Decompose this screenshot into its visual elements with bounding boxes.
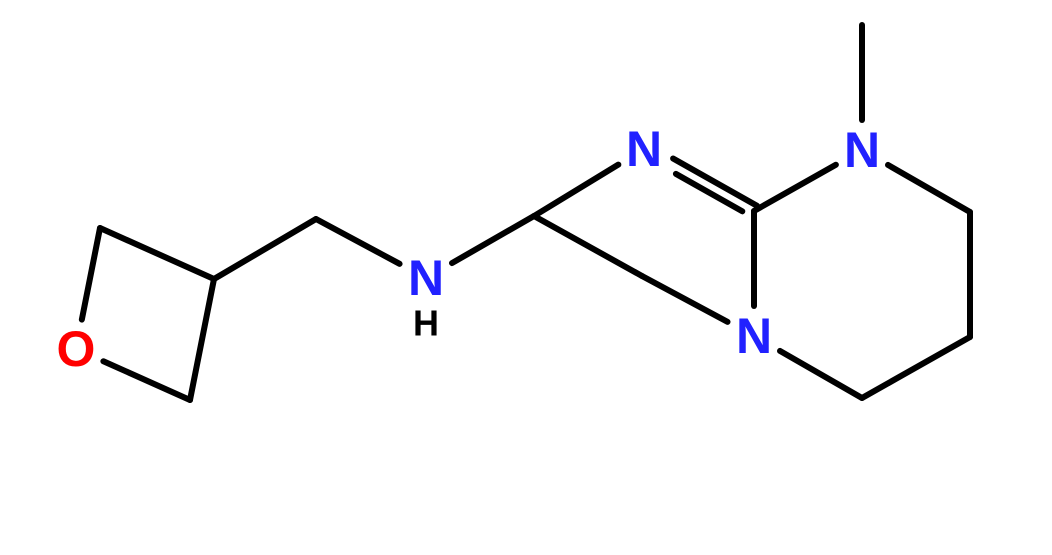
bond — [534, 165, 618, 216]
bond — [100, 228, 214, 279]
atom-N: N — [844, 122, 880, 178]
bond — [673, 159, 757, 212]
bond — [190, 279, 214, 400]
atom-N: N — [626, 121, 662, 177]
atom-N: N — [408, 250, 444, 306]
bond — [862, 337, 970, 398]
bond — [534, 216, 642, 276]
bond — [888, 165, 970, 212]
bond — [642, 276, 728, 322]
bond — [82, 228, 100, 320]
molecule-canvas: ONHNNN — [0, 0, 1052, 555]
bond — [214, 219, 316, 279]
atom-N: N — [736, 308, 772, 364]
bond — [780, 351, 862, 398]
bond — [103, 361, 190, 400]
atom-O: O — [57, 321, 96, 377]
atom-H: H — [413, 303, 439, 344]
bond — [316, 219, 400, 264]
bond — [754, 165, 836, 211]
bond — [452, 216, 534, 263]
